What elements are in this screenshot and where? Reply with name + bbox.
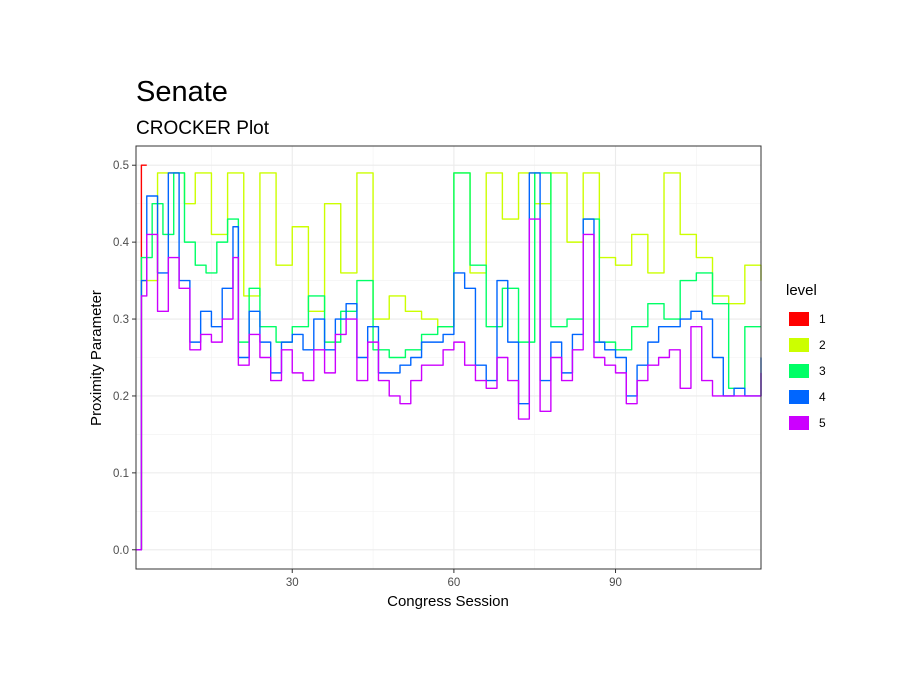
grid-layer [136, 146, 761, 569]
legend-label-level-4: 4 [819, 390, 826, 404]
legend-swatch-level-4 [789, 390, 809, 404]
legend-swatch-level-5 [789, 416, 809, 430]
x-tick-label: 60 [447, 577, 460, 589]
chart-subtitle: CROCKER Plot [136, 118, 270, 139]
legend-swatch-level-3 [789, 364, 809, 378]
y-tick-label: 0.4 [113, 237, 130, 249]
x-tick-label: 90 [609, 577, 622, 589]
legend-label-level-1: 1 [819, 312, 826, 326]
series-line-level-5 [136, 218, 762, 551]
legend-label-level-2: 2 [819, 338, 826, 352]
y-tick-label: 0.3 [113, 314, 129, 326]
y-axis-label: Proximity Parameter [88, 290, 105, 426]
panel-border [135, 145, 762, 570]
y-tick-label: 0.1 [113, 468, 129, 480]
legend: level 1 2 3 4 5 [786, 282, 826, 430]
x-axis-label: Congress Session [387, 593, 509, 610]
y-tick-label: 0.5 [113, 160, 129, 172]
series-layer [136, 164, 762, 551]
legend-title: level [786, 282, 817, 299]
y-tick-label: 0.0 [113, 545, 129, 557]
x-tick-label: 30 [286, 577, 299, 589]
axis-layer: 0.0 0.1 0.2 0.3 0.4 0.5 30 60 90 [113, 160, 622, 589]
legend-label-level-3: 3 [819, 364, 826, 378]
series-line-level-3 [136, 172, 761, 551]
y-tick-label: 0.2 [113, 391, 129, 403]
legend-swatch-level-2 [789, 338, 809, 352]
chart-title: Senate [136, 76, 228, 108]
legend-swatch-level-1 [789, 312, 809, 326]
legend-label-level-5: 5 [819, 416, 826, 430]
series-line-level-2 [136, 172, 762, 551]
series-line-level-4 [136, 172, 762, 551]
